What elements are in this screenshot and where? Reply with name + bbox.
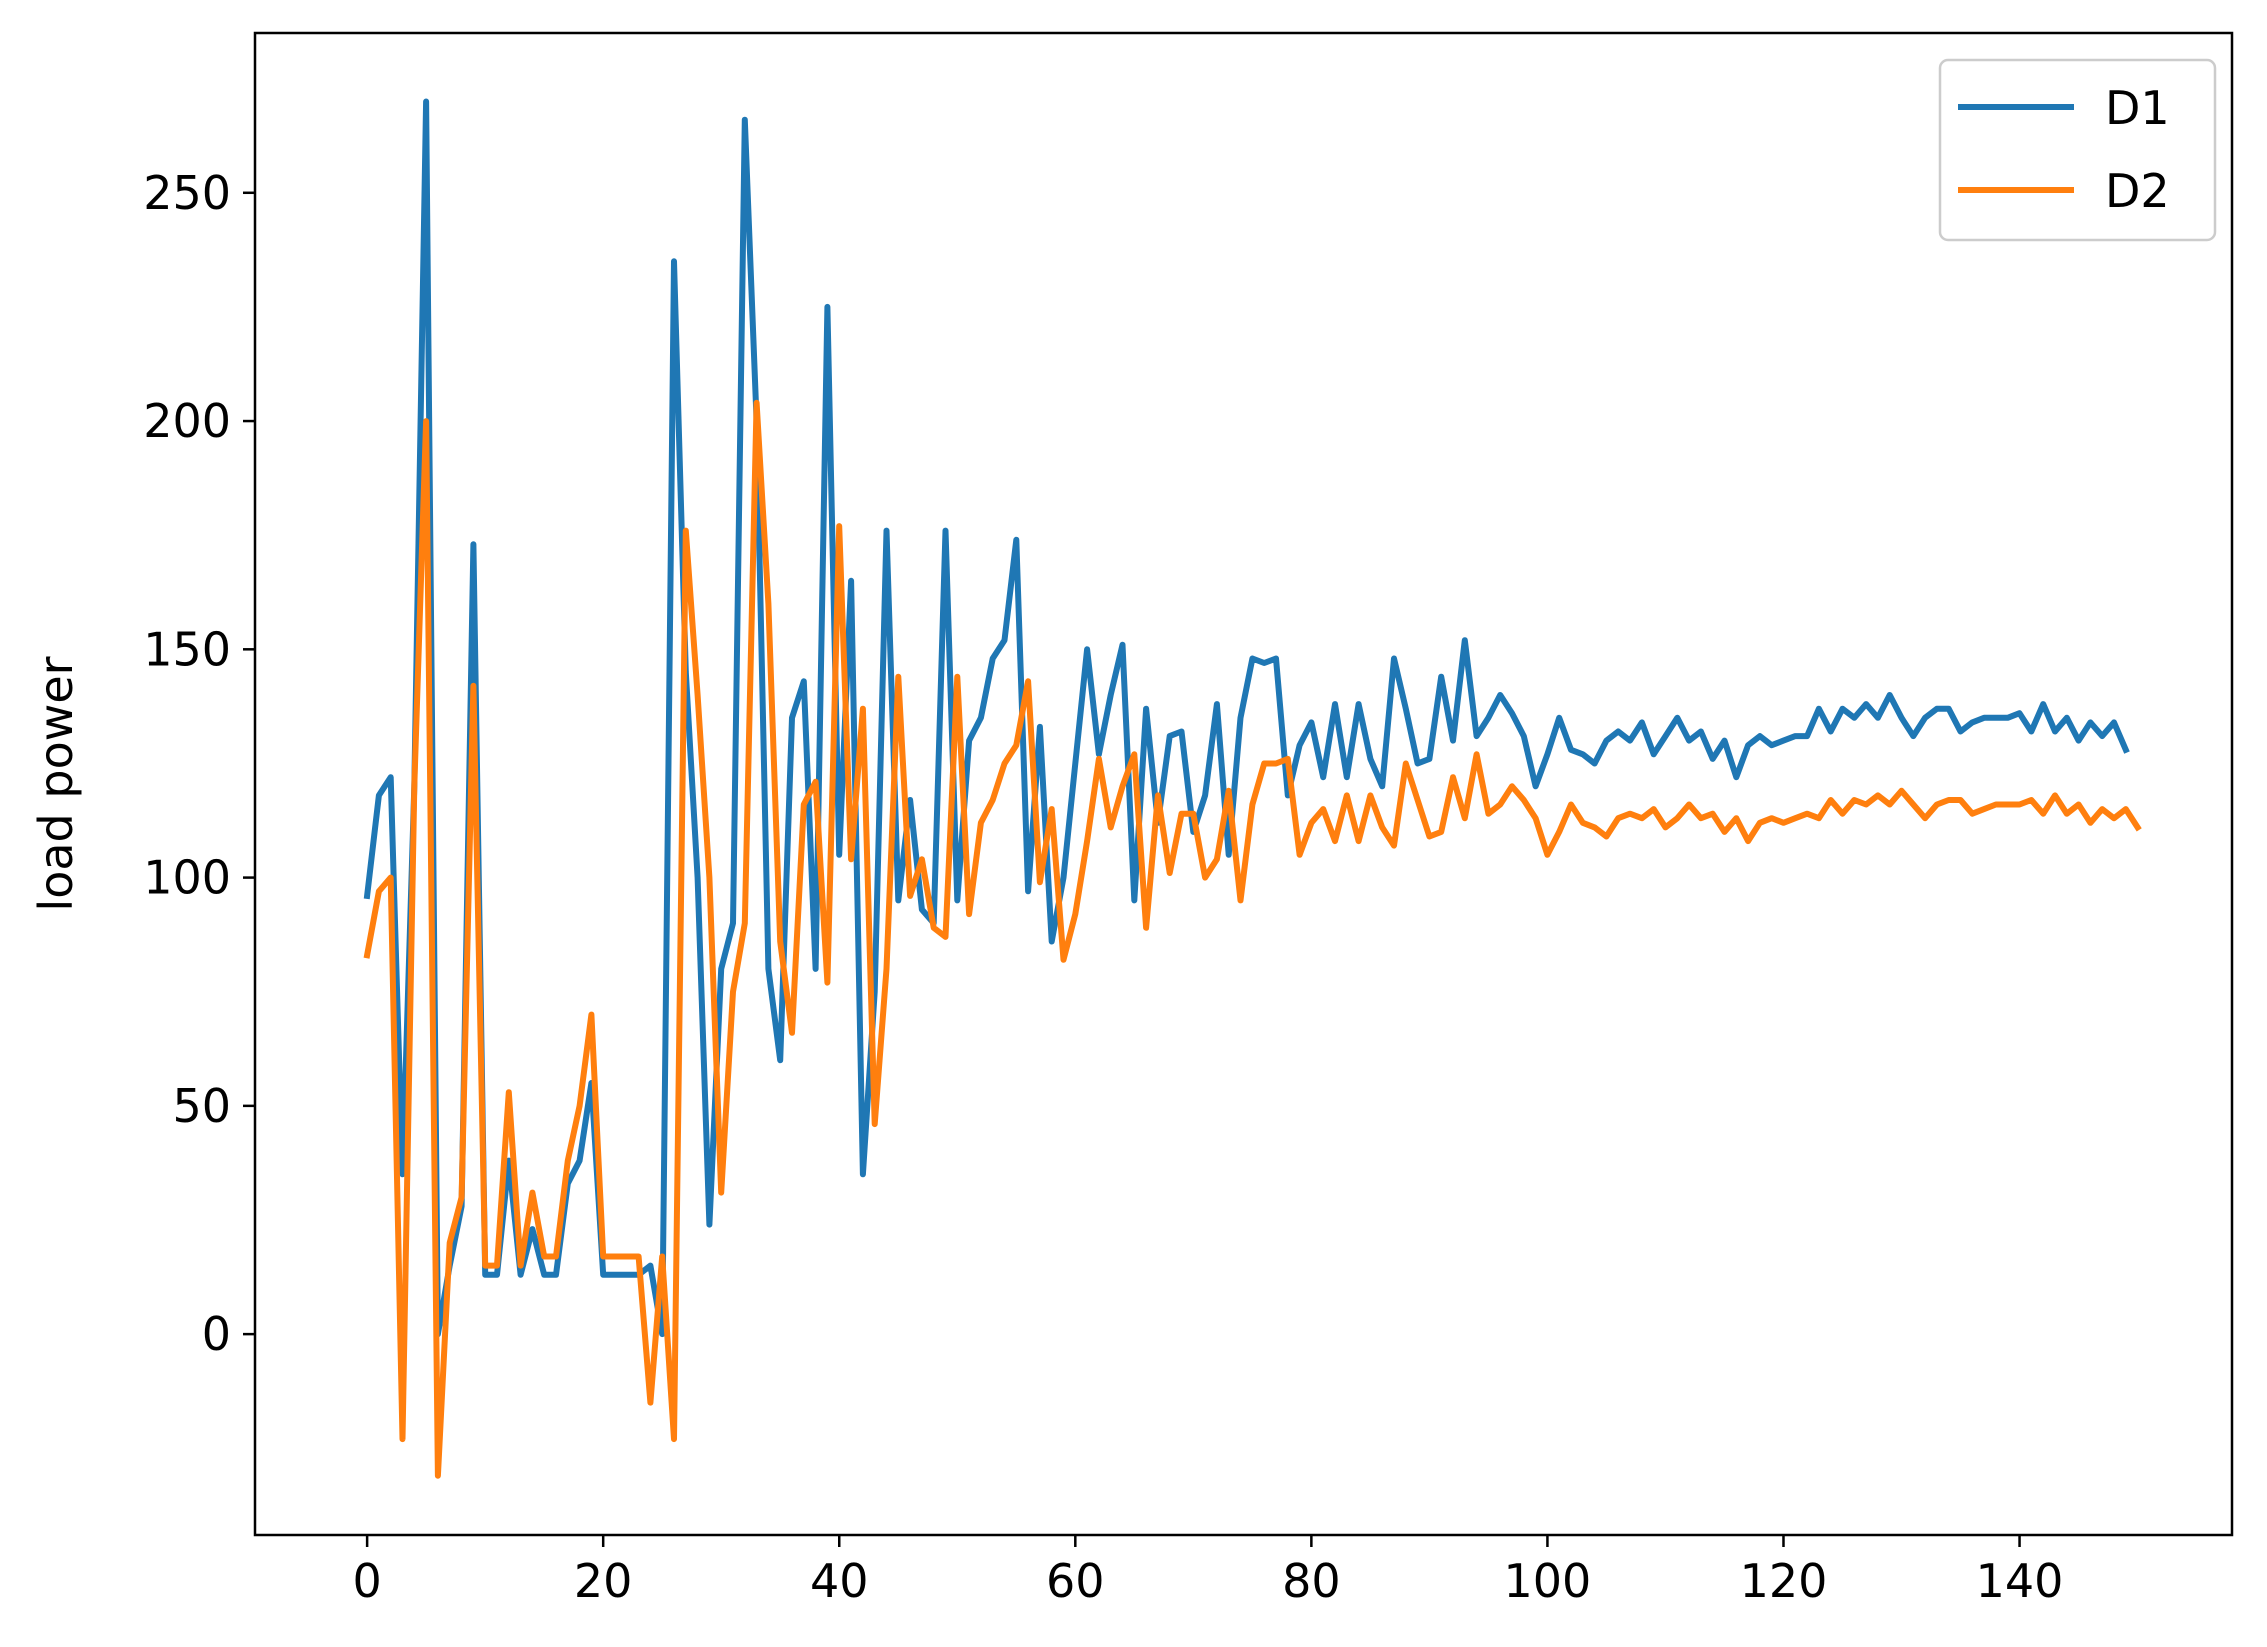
legend: D1 D2 [1938, 58, 2217, 242]
x-tick-label: 80 [1282, 1554, 1341, 1608]
x-tick-label: 0 [352, 1554, 381, 1608]
y-tick-label: 0 [202, 1307, 231, 1361]
series-line-d1 [363, 98, 2130, 1338]
x-tick-label: 40 [810, 1554, 869, 1608]
series-line-d2 [363, 399, 2142, 1479]
plot-frame [253, 31, 2234, 1537]
x-tick-label: 120 [1740, 1554, 1828, 1608]
y-tick-label: 200 [143, 394, 231, 448]
y-tick-label: 250 [143, 166, 231, 220]
legend-label-d2: D2 [2105, 164, 2170, 218]
x-tick-label: 60 [1046, 1554, 1105, 1608]
legend-label-d1: D1 [2105, 81, 2170, 135]
y-tick-label: 100 [143, 851, 231, 905]
y-axis: 0 50 100 150 200 250 [143, 166, 255, 1361]
x-axis: 0 20 40 60 80 100 120 140 [352, 1535, 2063, 1608]
legend-box [1938, 58, 2217, 242]
y-tick-label: 150 [143, 622, 231, 676]
x-tick-label: 140 [1976, 1554, 2064, 1608]
y-tick-label: 50 [172, 1079, 231, 1133]
x-tick-label: 100 [1504, 1554, 1592, 1608]
series-layer [363, 98, 2142, 1479]
y-axis-label: load power [29, 656, 83, 911]
x-tick-label: 20 [574, 1554, 633, 1608]
